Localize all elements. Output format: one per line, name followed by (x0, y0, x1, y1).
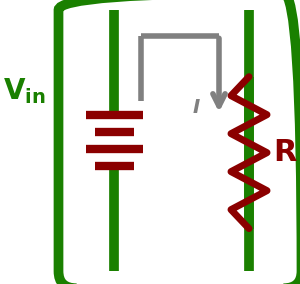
Text: R: R (273, 138, 296, 167)
Text: I: I (193, 99, 200, 117)
Text: $\mathbf{V_{in}}$: $\mathbf{V_{in}}$ (3, 76, 46, 106)
